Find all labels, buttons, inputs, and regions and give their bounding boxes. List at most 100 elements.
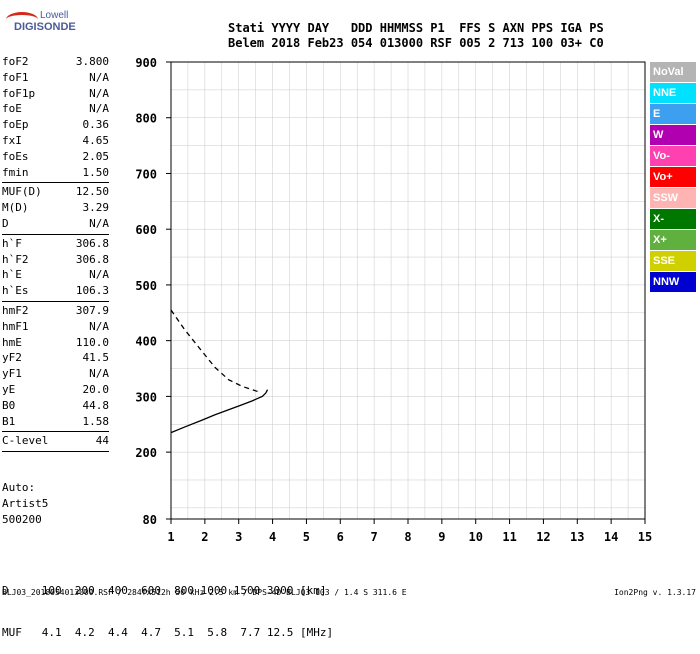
param-key: B1 [2,414,16,428]
x-tick-label: 15 [638,530,652,544]
param-row: foE N/A [2,102,109,118]
param-row: yE 20.0 [2,383,109,399]
legend-item: NNW [650,272,696,292]
legend-item: Vo- [650,146,696,166]
param-key: foEp [2,118,29,132]
x-tick-label: 13 [570,530,584,544]
param-value: 110.0 [75,335,109,349]
muf-table: D 100 200 400 600 800 1000 1500 3000 [km… [2,556,333,654]
param-key: fmin [2,165,29,179]
x-tick-label: 12 [536,530,550,544]
param-value: 3.29 [82,201,110,215]
param-key: C-level [2,434,49,448]
auto-block: Auto: Artist5 500200 [2,480,48,528]
param-value: 1.50 [82,165,110,179]
param-value: 44 [95,434,109,448]
param-value: N/A [89,86,109,100]
param-value: 306.8 [75,236,109,250]
logo-line1: Lowell [40,10,69,21]
param-key: yF1 [2,367,22,381]
param-row: fxI 4.65 [2,134,109,150]
chart-grid [170,61,646,519]
plot-frame [170,61,646,520]
param-key: yF2 [2,351,22,365]
param-value: 20.0 [82,382,110,396]
param-row: hmE 110.0 [2,336,109,352]
legend-item: Vo+ [650,167,696,187]
x-tick-label: 9 [438,530,445,544]
param-row: D N/A [2,217,109,233]
param-value: 12.50 [75,185,109,199]
d-row: D 100 200 400 600 800 1000 1500 3000 [km… [2,584,327,597]
param-value: N/A [89,70,109,84]
profile-curve-solid [170,389,269,434]
logo-line2: DIGISONDE [14,21,76,33]
x-tick-label: 10 [468,530,482,544]
param-value: 307.9 [75,303,109,317]
footer-version: Ion2Png v. 1.3.17 [614,588,696,597]
ionogram-chart: 1 2 3 4 5 6 7 8 9 10 11 12 13 14 158020030040050060070… [135,56,652,544]
param-row: h`E N/A [2,268,109,284]
legend-item: NoVal [650,62,696,82]
y-tick-label: 300 [135,390,157,404]
param-key: h`E [2,268,22,282]
x-tick-label: 5 [303,530,310,544]
param-value: 41.5 [82,351,110,365]
param-value: 3.800 [75,55,109,68]
y-tick-label: 700 [135,167,157,181]
legend-item: SSE [650,251,696,271]
param-value: N/A [89,216,109,230]
legend-item: NNE [650,83,696,103]
x-tick-label: 14 [604,530,618,544]
x-tick-label: 8 [404,530,411,544]
legend-item: X+ [650,230,696,250]
legend-item: X- [650,209,696,229]
param-key: M(D) [2,201,29,215]
param-value: N/A [89,268,109,282]
chart-curves [170,309,269,434]
param-key: foE [2,102,22,116]
x-tick-label: 2 [201,530,208,544]
param-row: hmF2 307.9 [2,304,109,320]
profile-curve-dashed [170,309,260,393]
y-tick-label: 80 [143,513,157,527]
legend-item: E [650,104,696,124]
param-separator [2,300,109,302]
x-tick-label: 6 [337,530,344,544]
legend-item: SSW [650,188,696,208]
chart-ticks: 1 2 3 4 5 6 7 8 9 10 11 12 13 14 158020030040050060070… [135,56,652,544]
param-value: 306.8 [75,252,109,266]
param-row: C-level 44 [2,434,109,450]
x-tick-label: 11 [502,530,516,544]
param-row: h`F2 306.8 [2,253,109,269]
auto-label: Auto: [2,481,36,494]
y-tick-label: 800 [135,112,157,126]
param-key: yE [2,382,16,396]
y-tick-label: 600 [135,223,157,237]
param-separator [2,182,109,184]
param-value: N/A [89,102,109,116]
param-row: foF1p N/A [2,87,109,103]
param-key: fxI [2,133,22,147]
digisonde-logo: Lowell DIGISONDE [6,10,76,34]
param-separator [2,233,109,235]
param-key: foF1p [2,86,36,100]
param-key: h`F2 [2,252,29,266]
param-value: 44.8 [82,398,110,412]
footer-file-info: BLJ03_2018054013000.RSF / 284fx512h 50 k… [2,588,407,597]
param-value: 106.3 [75,284,109,298]
param-key: hmE [2,335,22,349]
param-row: MUF(D) 12.50 [2,185,109,201]
param-row: hmF1 N/A [2,320,109,336]
y-tick-label: 500 [135,279,157,293]
auto-artist: Artist5 [2,497,49,510]
parameter-panel: foF2 3.800 foF1 N/A foF1p N/A foE N/A foEp 0.36 fx… [2,55,109,454]
param-row: foEp 0.36 [2,118,109,134]
param-row: foEs 2.05 [2,150,109,166]
param-row: foF2 3.800 [2,55,109,71]
param-row: B0 44.8 [2,399,109,415]
y-tick-label: 900 [135,56,157,70]
param-row: B1 1.58 [2,415,109,431]
auto-code: 500200 [2,513,42,526]
param-row: fmin 1.50 [2,166,109,182]
